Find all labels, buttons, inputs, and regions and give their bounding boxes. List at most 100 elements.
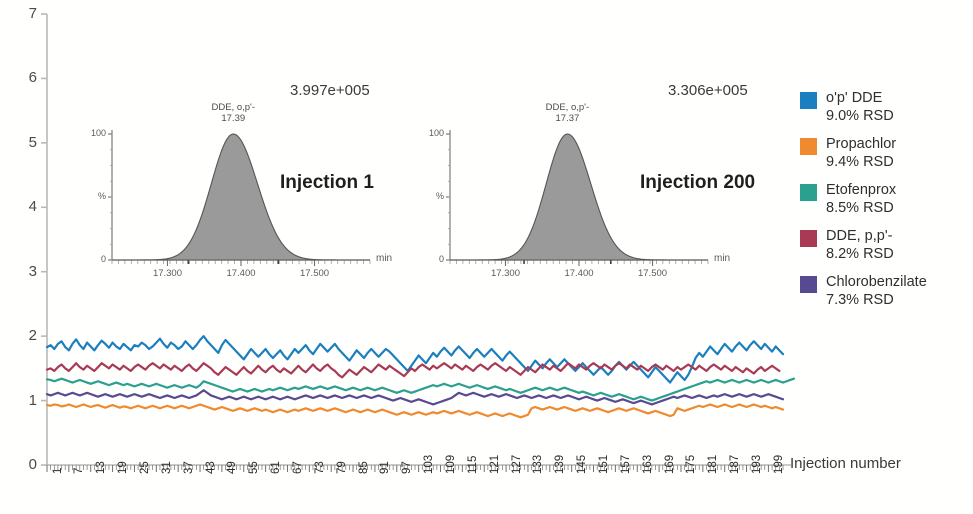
x-axis-tick-label: 115 [466,455,479,474]
x-axis-tick-label: 85 [357,461,370,474]
series-line-4 [45,389,785,406]
y-axis-tick-label: 5 [28,133,37,151]
legend-color-swatch-icon [800,276,817,293]
x-axis-tick-label: 127 [510,454,523,474]
inset-x-tick-label: 17.400 [226,268,256,279]
y-axis-tick-label: 0 [28,456,37,473]
inset-y-axis-label: % [435,191,444,201]
legend-rsd-value: 8.2% RSD [826,245,894,262]
legend-label-group: Propachlor 9.4% RSD [826,136,896,171]
legend-item-0[interactable]: o'p' DDE 9.0% RSD [800,90,972,125]
x-axis-tick-label: 55 [248,461,261,474]
series-line-1 [45,403,785,419]
x-axis-tick-label: 187 [729,454,742,474]
legend-compound-name: Etofenprox [826,182,897,198]
y-axis-tick-label: 2 [28,327,37,345]
inset-peak-label: DDE, o,p'- 17.37 [507,102,627,124]
inset-x-tick-label: 17.300 [152,268,182,279]
x-axis-tick-label: 91 [379,461,392,474]
inset-peak-retention-time: 17.39 [221,113,246,124]
y-axis-tick-label: 6 [28,69,37,87]
series-line-3 [45,362,781,379]
x-axis-tick-label: 97 [401,461,414,474]
inset-y-label-bottom: 0 [438,254,444,264]
x-axis-tick-label: 163 [641,454,654,474]
x-axis-tick-label: 181 [707,454,720,474]
legend-rsd-value: 9.0% RSD [826,107,894,124]
series-line-2 [45,377,796,402]
inset-x-unit-label: min [714,253,731,264]
x-axis-tick-label: 109 [445,454,457,474]
x-axis-tick-label: 79 [335,461,348,474]
legend-color-swatch-icon [800,184,817,201]
inset-y-axis-label: % [97,191,106,201]
y-axis-tick-label: 4 [28,198,37,216]
inset-x-unit-label: min [376,253,393,264]
x-axis-tick-label: 103 [423,454,436,474]
inset-chromatogram-peak [112,133,370,261]
legend-compound-name: DDE, p,p'- [826,228,893,244]
inset-peak-compound: DDE, o,p'- [545,102,590,113]
legend-color-swatch-icon [800,138,817,155]
x-axis-tick-label: 145 [576,454,589,474]
x-axis-title: Injection number [790,455,901,472]
x-axis-tick-label: 151 [598,454,611,474]
y-axis-tick-label: 7 [28,5,37,22]
legend-item-1[interactable]: Propachlor 9.4% RSD [800,136,972,171]
legend-compound-name: Propachlor [826,136,897,152]
x-axis-tick-label: 67 [291,461,304,474]
inset-x-tick-label: 17.500 [299,268,330,279]
inset-title-injection-200: Injection 200 [640,172,756,193]
x-axis-tick-label: 37 [182,461,195,474]
legend-item-3[interactable]: DDE, p,p'- 8.2% RSD [800,228,972,263]
inset-x-tick-label: 17.500 [637,268,668,279]
legend-item-2[interactable]: Etofenprox 8.5% RSD [800,182,972,217]
x-axis-tick-label: 25 [138,461,151,474]
legend-compound-name: o'p' DDE [826,90,883,106]
inset-peak-retention-time: 17.37 [555,113,580,124]
x-axis-tick-label: 169 [663,454,676,474]
chart-legend: o'p' DDE 9.0% RSD Propachlor 9.4% RSD Etofen… [800,90,972,320]
legend-color-swatch-icon [800,92,817,109]
legend-label-group: Chlorobenzilate 7.3% RSD [826,274,927,309]
x-axis-tick-label: 13 [95,461,108,474]
x-axis-tick-label: 193 [751,454,764,474]
x-axis-tick-label: 7 [73,467,86,474]
legend-item-4[interactable]: Chlorobenzilate 7.3% RSD [800,274,972,309]
x-axis-tick-label: 1 [51,467,64,474]
inset-y-label-top: 100 [90,128,106,138]
y-axis-tick-label: 1 [28,391,37,409]
x-axis-tick-label: 199 [772,454,785,474]
x-axis-tick-label: 157 [619,454,632,474]
inset-intensity-value: 3.306e+005 [668,82,748,99]
inset-x-tick-label: 17.300 [490,268,520,279]
inset-peak-label: DDE, o,p'- 17.39 [173,102,293,124]
x-axis-tick-label: 49 [226,461,239,474]
legend-compound-name: Chlorobenzilate [826,274,927,290]
legend-label-group: Etofenprox 8.5% RSD [826,182,896,217]
x-axis-tick-label: 43 [204,461,217,474]
x-axis-tick-label: 175 [685,454,698,474]
inset-title-injection-1: Injection 1 [280,172,374,193]
x-axis-tick-label: 121 [488,454,501,474]
x-axis-tick-label: 139 [554,454,567,474]
inset-x-tick-label: 17.400 [564,268,594,279]
x-axis-tick-label: 19 [117,461,130,474]
inset-peak-compound: DDE, o,p'- [211,102,256,113]
x-axis-tick-label: 73 [313,461,326,474]
legend-rsd-value: 9.4% RSD [826,153,894,170]
legend-color-swatch-icon [800,230,817,247]
x-axis-tick-label: 31 [160,461,173,474]
inset-y-label-top: 100 [428,128,444,138]
inset-y-label-bottom: 0 [100,254,106,264]
legend-label-group: DDE, p,p'- 8.2% RSD [826,228,894,263]
x-axis-tick-label: 61 [270,461,283,474]
legend-rsd-value: 8.5% RSD [826,199,894,216]
y-axis-tick-label: 3 [28,262,37,280]
inset-intensity-value: 3.997e+005 [290,82,370,99]
x-axis-tick-label: 133 [532,454,545,474]
inset-chromatogram-peak [450,133,708,261]
series-line-0 [45,335,785,384]
